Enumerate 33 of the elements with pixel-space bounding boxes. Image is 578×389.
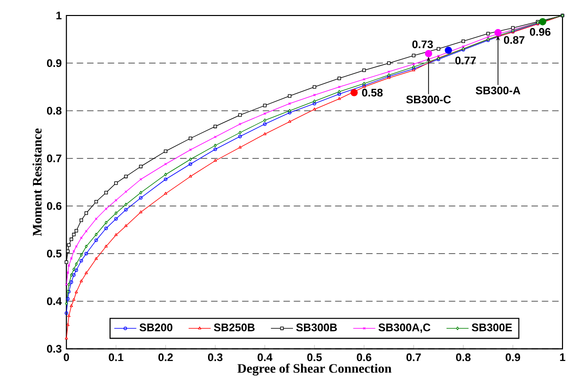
x-tick-label: 0.9 xyxy=(506,354,520,362)
x-axis-title: Degree of Shear Connection xyxy=(237,364,392,376)
y-tick-label: 0.5 xyxy=(46,250,62,258)
y-axis-title: Moment Resistance xyxy=(32,128,42,236)
annotation: 0.77 xyxy=(455,56,476,65)
x-tick-label: 0.7 xyxy=(406,354,421,362)
x-tick-label: 0.1 xyxy=(108,354,124,362)
y-tick-label: 1 xyxy=(56,12,62,20)
x-tick-label: 0.4 xyxy=(258,354,272,362)
legend-label: SB250B xyxy=(214,324,255,332)
annotation: 0.96 xyxy=(530,28,550,36)
x-tick-label: 0 xyxy=(64,354,69,362)
x-tick-label: 0.2 xyxy=(158,354,173,362)
annotation: SB300-A xyxy=(476,86,520,95)
y-tick-label: 0.6 xyxy=(46,202,62,210)
annotation: 0.58 xyxy=(362,88,383,97)
legend-label: SB300B xyxy=(296,324,337,332)
y-tick-label: 0.8 xyxy=(46,107,62,115)
x-tick-label: 0.3 xyxy=(208,354,222,362)
x-tick-label: 1 xyxy=(560,354,566,362)
y-tick-label: 0.3 xyxy=(46,345,62,353)
annotation: 0.87 xyxy=(504,36,524,44)
y-tick-label: 0.9 xyxy=(46,59,62,68)
annotation: SB300-C xyxy=(406,96,451,104)
legend-label: SB200 xyxy=(140,324,172,332)
y-tick-label: 0.4 xyxy=(46,298,62,306)
x-tick-label: 0.8 xyxy=(456,354,471,362)
legend-label: SB300A,C xyxy=(378,324,430,334)
x-tick-label: 0.5 xyxy=(307,354,322,362)
legend-label: SB300E xyxy=(472,324,512,332)
y-tick-label: 0.7 xyxy=(46,154,62,162)
annotation: 0.73 xyxy=(412,40,433,48)
x-tick-label: 0.6 xyxy=(356,354,372,362)
